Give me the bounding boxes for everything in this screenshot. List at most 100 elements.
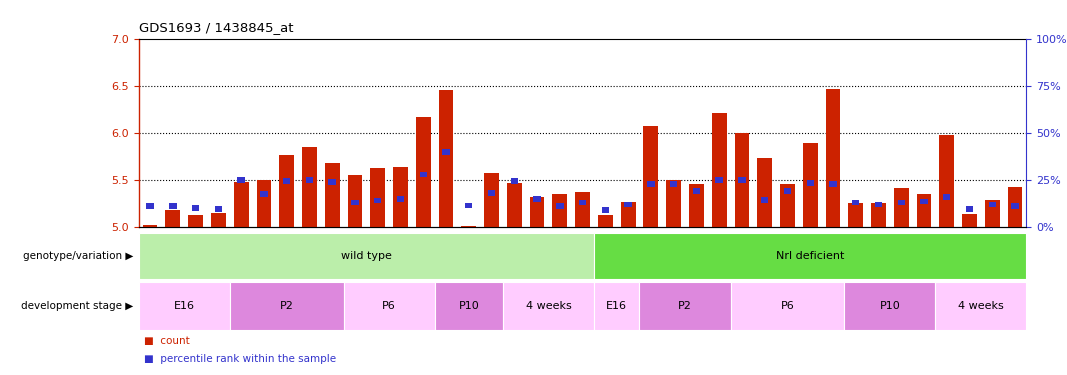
Bar bbox=[966, 206, 973, 212]
Bar bbox=[734, 133, 749, 227]
Bar bbox=[146, 204, 154, 209]
Text: E16: E16 bbox=[174, 301, 195, 311]
Bar bbox=[897, 200, 905, 206]
Bar bbox=[962, 214, 977, 227]
Bar bbox=[780, 184, 795, 227]
Bar bbox=[936, 282, 1026, 330]
Bar bbox=[529, 197, 544, 227]
Bar bbox=[575, 192, 590, 227]
Bar bbox=[488, 190, 495, 196]
Bar bbox=[165, 210, 180, 227]
Bar bbox=[716, 177, 722, 183]
Bar bbox=[761, 197, 768, 202]
Bar bbox=[238, 177, 244, 183]
Bar bbox=[848, 203, 863, 227]
Bar bbox=[324, 163, 339, 227]
Bar bbox=[439, 90, 453, 227]
Bar bbox=[894, 188, 909, 227]
Bar bbox=[370, 168, 385, 227]
Bar bbox=[1012, 204, 1019, 209]
Bar bbox=[989, 202, 996, 207]
Text: 4 weeks: 4 weeks bbox=[526, 301, 571, 311]
Bar bbox=[621, 202, 636, 227]
Text: ■  percentile rank within the sample: ■ percentile rank within the sample bbox=[144, 354, 336, 364]
Bar bbox=[670, 181, 678, 187]
Bar bbox=[348, 176, 363, 227]
Bar bbox=[598, 214, 612, 227]
Bar bbox=[784, 189, 791, 194]
Bar bbox=[484, 172, 499, 227]
Bar bbox=[507, 183, 522, 227]
Bar bbox=[139, 282, 229, 330]
Bar bbox=[234, 182, 249, 227]
Bar bbox=[758, 158, 773, 227]
Bar bbox=[329, 179, 336, 185]
Bar bbox=[465, 202, 473, 208]
Bar bbox=[939, 135, 954, 227]
Text: genotype/variation ▶: genotype/variation ▶ bbox=[23, 251, 133, 261]
Bar bbox=[283, 178, 290, 184]
Bar bbox=[844, 282, 936, 330]
Bar bbox=[280, 155, 294, 227]
Bar bbox=[689, 184, 704, 227]
Bar bbox=[143, 225, 158, 227]
Bar bbox=[419, 172, 427, 177]
Bar bbox=[306, 177, 313, 183]
Bar bbox=[416, 117, 431, 227]
Bar bbox=[229, 282, 344, 330]
Bar bbox=[443, 149, 449, 154]
Bar bbox=[1007, 187, 1022, 227]
Text: P2: P2 bbox=[280, 301, 293, 311]
Bar bbox=[731, 282, 844, 330]
Bar bbox=[397, 196, 404, 202]
Bar bbox=[692, 189, 700, 194]
Text: P6: P6 bbox=[382, 301, 396, 311]
Bar bbox=[639, 282, 731, 330]
Text: P2: P2 bbox=[678, 301, 692, 311]
Bar bbox=[829, 181, 837, 187]
Bar bbox=[602, 207, 609, 213]
Bar bbox=[260, 191, 268, 197]
Bar bbox=[534, 196, 541, 202]
Bar bbox=[802, 144, 817, 227]
Bar bbox=[393, 167, 408, 227]
Bar bbox=[853, 200, 859, 206]
Bar bbox=[170, 204, 176, 209]
Bar bbox=[139, 232, 594, 279]
Text: P6: P6 bbox=[781, 301, 794, 311]
Bar bbox=[553, 194, 568, 227]
Bar bbox=[943, 194, 951, 200]
Bar bbox=[211, 213, 226, 227]
Bar bbox=[375, 198, 381, 203]
Bar bbox=[594, 232, 1026, 279]
Bar bbox=[738, 177, 746, 183]
Bar bbox=[985, 200, 1000, 227]
Bar bbox=[256, 180, 271, 227]
Bar bbox=[188, 214, 203, 227]
Bar bbox=[648, 181, 654, 187]
Bar bbox=[302, 147, 317, 227]
Bar bbox=[921, 199, 927, 204]
Bar bbox=[666, 180, 681, 227]
Text: ■  count: ■ count bbox=[144, 336, 190, 346]
Bar bbox=[807, 180, 814, 186]
Bar bbox=[503, 282, 594, 330]
Bar bbox=[643, 126, 658, 227]
Text: P10: P10 bbox=[879, 301, 901, 311]
Bar bbox=[461, 226, 476, 227]
Bar bbox=[624, 202, 632, 207]
Bar bbox=[434, 282, 503, 330]
Bar bbox=[594, 282, 639, 330]
Bar bbox=[871, 202, 886, 227]
Text: 4 weeks: 4 weeks bbox=[958, 301, 1004, 311]
Text: P10: P10 bbox=[459, 301, 479, 311]
Bar bbox=[556, 204, 563, 209]
Bar bbox=[214, 206, 222, 212]
Bar bbox=[712, 113, 727, 227]
Bar bbox=[579, 200, 586, 206]
Text: E16: E16 bbox=[606, 301, 627, 311]
Text: development stage ▶: development stage ▶ bbox=[21, 301, 133, 311]
Text: Nrl deficient: Nrl deficient bbox=[776, 251, 844, 261]
Bar bbox=[875, 202, 882, 207]
Bar bbox=[511, 178, 517, 184]
